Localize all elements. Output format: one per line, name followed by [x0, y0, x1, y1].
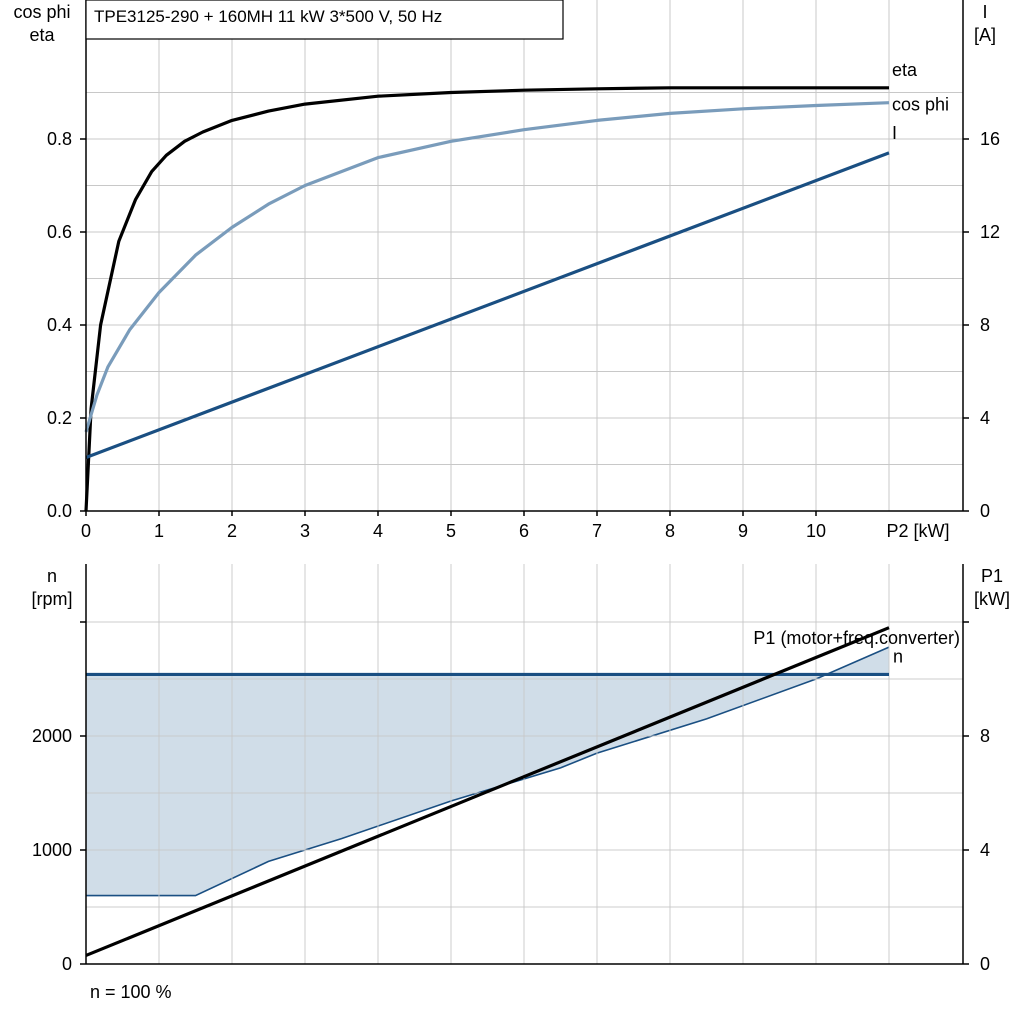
top-x-tick-label: 5 [446, 521, 456, 541]
bottom-chart: nP1 (motor+freq.converter) 010002000048 … [31, 564, 1010, 1002]
top-left-tick-label: 0.8 [47, 129, 72, 149]
title-box-frame [85, 0, 564, 40]
bottom-series: nP1 (motor+freq.converter) [85, 626, 960, 957]
top-left-axis-label-line2: eta [29, 25, 55, 45]
top-x-tick-label: 3 [300, 521, 310, 541]
title-box: TPE3125-290 + 160MH 11 kW 3*500 V, 50 Hz [85, 0, 564, 40]
bottom-right-axis-label-line2: [kW] [974, 589, 1010, 609]
top-x-tick-label: 9 [738, 521, 748, 541]
top-x-tick-label: 7 [592, 521, 602, 541]
top-series: eta cos phi I [84, 60, 949, 512]
footer-note: n = 100 % [90, 982, 172, 1002]
top-x-tick-label: 8 [665, 521, 675, 541]
bottom-right-tick-label: 4 [980, 840, 990, 860]
top-left-axis-label-line1: cos phi [13, 2, 70, 22]
top-x-axis-label: P2 [kW] [886, 521, 949, 541]
bottom-left-axis-label-line1: n [47, 566, 57, 586]
top-x-tick-label: 2 [227, 521, 237, 541]
bottom-right-tick-label: 0 [980, 954, 990, 974]
top-right-tick-label: 12 [980, 222, 1000, 242]
bottom-right-tick-label: 8 [980, 726, 990, 746]
current-series-label: I [892, 123, 897, 143]
top-left-tick-label: 0.2 [47, 408, 72, 428]
speed-series-label: n [893, 646, 903, 666]
top-right-tick-label: 4 [980, 408, 990, 428]
bottom-left-axis-label-line2: [rpm] [31, 589, 72, 609]
top-x-tick-label: 1 [154, 521, 164, 541]
top-left-tick-label: 0.4 [47, 315, 72, 335]
eta-line [84, 86, 889, 512]
p1-line [85, 626, 890, 957]
bottom-right-axis-label-line1: P1 [981, 566, 1003, 586]
cos-phi-line [84, 101, 890, 433]
top-x-tick-label: 0 [81, 521, 91, 541]
top-left-tick-label: 0.6 [47, 222, 72, 242]
bottom-left-tick-label: 2000 [32, 726, 72, 746]
bottom-frame [85, 564, 964, 965]
top-x-tick-label: 6 [519, 521, 529, 541]
top-right-tick-label: 8 [980, 315, 990, 335]
current-line [85, 151, 890, 459]
top-right-axis-label-line2: [A] [974, 25, 996, 45]
chart-title: TPE3125-290 + 160MH 11 kW 3*500 V, 50 Hz [94, 7, 442, 26]
eta-series-label: eta [892, 60, 918, 80]
cos-phi-series-label: cos phi [892, 95, 949, 115]
bottom-left-tick-label: 1000 [32, 840, 72, 860]
top-right-tick-label: 16 [980, 129, 1000, 149]
top-x-tick-label: 4 [373, 521, 383, 541]
top-right-axis-label-line1: I [982, 2, 987, 22]
top-left-tick-label: 0.0 [47, 501, 72, 521]
bottom-left-tick-label: 0 [62, 954, 72, 974]
top-x-tick-label: 10 [806, 521, 826, 541]
p1-series-label: P1 (motor+freq.converter) [753, 628, 960, 648]
bottom-ticks: 0 1000 2000 0 4 8 [32, 621, 990, 974]
top-right-tick-label: 0 [980, 501, 990, 521]
top-grid [85, 0, 963, 512]
